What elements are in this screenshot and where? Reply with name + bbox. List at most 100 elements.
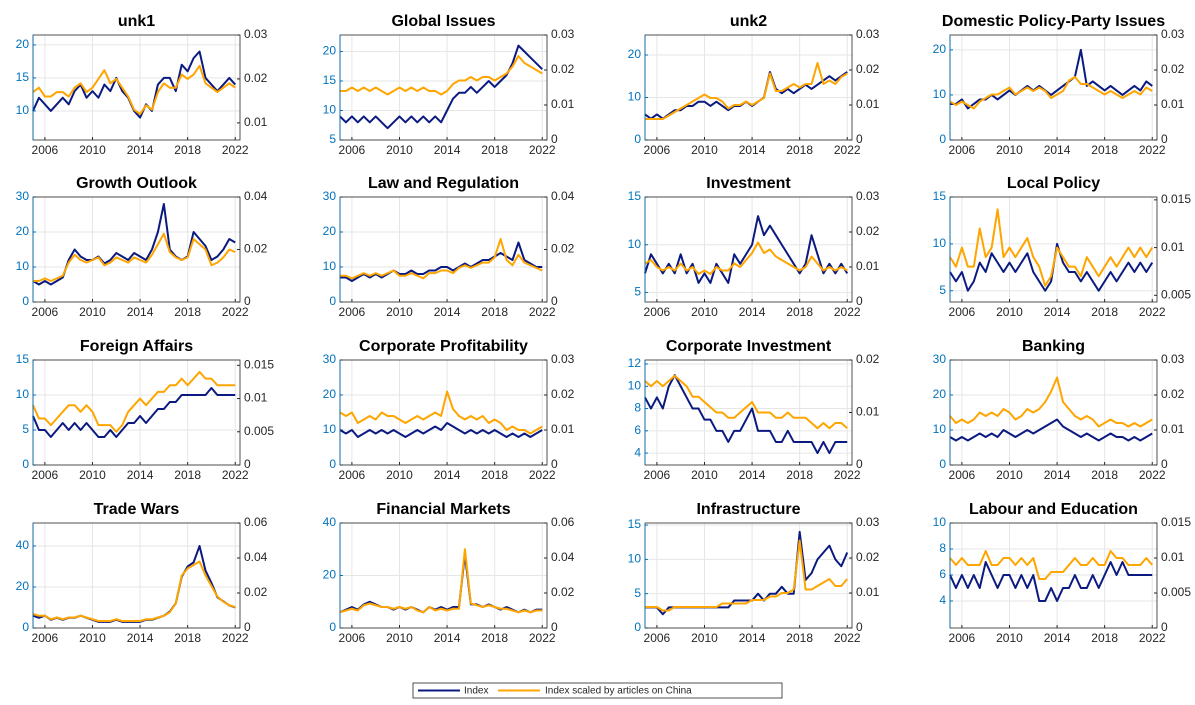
series-line bbox=[949, 242, 1154, 292]
y2-tick-label: 0.015 bbox=[1161, 515, 1191, 529]
x-tick-label: 2022 bbox=[222, 468, 249, 482]
y-tick-label: 0 bbox=[634, 620, 641, 634]
y-tick-label: 5 bbox=[634, 285, 641, 299]
x-tick-label: 2010 bbox=[996, 305, 1023, 319]
y2-tick-label: 0.01 bbox=[551, 97, 575, 111]
y2-tick-label: 0.015 bbox=[244, 357, 274, 371]
y2-tick-label: 0 bbox=[856, 457, 863, 471]
chart-title: Global Issues bbox=[391, 13, 495, 30]
series-line bbox=[949, 550, 1154, 580]
y-tick-label: 10 bbox=[628, 378, 642, 392]
y-tick-label: 15 bbox=[16, 70, 30, 84]
y-tick-label: 10 bbox=[323, 422, 337, 436]
y2-tick-label: 0.01 bbox=[856, 405, 880, 419]
x-tick-label: 2010 bbox=[386, 468, 413, 482]
y2-tick-label: 0 bbox=[551, 457, 558, 471]
y-tick-label: 40 bbox=[16, 538, 30, 552]
y2-tick-label: 0.02 bbox=[244, 585, 268, 599]
x-tick-label: 2006 bbox=[949, 143, 976, 157]
series-line bbox=[949, 560, 1153, 602]
chart-title: Local Policy bbox=[1007, 175, 1100, 192]
x-tick-label: 2006 bbox=[644, 305, 671, 319]
y-tick-label: 0 bbox=[939, 457, 946, 471]
y2-tick-label: 0.02 bbox=[244, 71, 268, 85]
y2-tick-label: 0.03 bbox=[1161, 27, 1185, 41]
y2-tick-label: 0.01 bbox=[244, 391, 268, 405]
x-tick-label: 2022 bbox=[529, 631, 556, 645]
plot-area bbox=[340, 197, 547, 302]
y2-tick-label: 0 bbox=[1161, 132, 1168, 146]
series-line bbox=[340, 55, 543, 96]
series-line bbox=[949, 208, 1154, 287]
plot-area bbox=[950, 197, 1157, 302]
y-tick-label: 20 bbox=[323, 224, 337, 238]
series-line bbox=[32, 370, 236, 433]
y-tick-label: 30 bbox=[933, 352, 947, 366]
y-tick-label: 15 bbox=[16, 352, 30, 366]
y-tick-label: 0 bbox=[22, 294, 29, 308]
plot-area bbox=[645, 35, 852, 140]
x-tick-label: 2018 bbox=[1091, 305, 1118, 319]
x-tick-label: 2018 bbox=[481, 305, 508, 319]
x-tick-label: 2022 bbox=[529, 143, 556, 157]
y2-tick-label: 0 bbox=[551, 294, 558, 308]
x-tick-label: 2014 bbox=[739, 468, 766, 482]
x-tick-label: 2018 bbox=[1091, 143, 1118, 157]
plot-area bbox=[950, 523, 1157, 628]
x-tick-label: 2014 bbox=[1044, 631, 1071, 645]
y-tick-label: 20 bbox=[933, 42, 947, 56]
x-tick-label: 2006 bbox=[644, 631, 671, 645]
y2-tick-label: 0.02 bbox=[856, 62, 880, 76]
y-tick-label: 10 bbox=[933, 87, 947, 101]
y-tick-label: 30 bbox=[323, 189, 337, 203]
y-tick-label: 0 bbox=[329, 294, 336, 308]
y2-tick-label: 0 bbox=[551, 132, 558, 146]
legend-label: Index bbox=[464, 686, 488, 697]
plot-area bbox=[340, 360, 547, 465]
x-tick-label: 2014 bbox=[127, 631, 154, 645]
x-tick-label: 2022 bbox=[834, 631, 861, 645]
series-line bbox=[32, 387, 236, 438]
series-line bbox=[32, 64, 236, 116]
x-tick-label: 2010 bbox=[996, 143, 1023, 157]
y2-tick-label: 0.02 bbox=[1161, 62, 1185, 76]
y2-tick-label: 0.03 bbox=[551, 27, 575, 41]
x-tick-label: 2018 bbox=[1091, 631, 1118, 645]
x-tick-label: 2018 bbox=[786, 143, 813, 157]
x-tick-label: 2006 bbox=[949, 631, 976, 645]
series-line bbox=[644, 241, 848, 275]
y2-tick-label: 0 bbox=[244, 294, 251, 308]
series-line bbox=[949, 376, 1153, 428]
y-tick-label: 20 bbox=[16, 37, 30, 51]
series-line bbox=[339, 390, 543, 435]
y-tick-label: 10 bbox=[16, 259, 30, 273]
x-tick-label: 2006 bbox=[339, 631, 366, 645]
y2-tick-label: 0 bbox=[244, 620, 251, 634]
x-tick-label: 2022 bbox=[1139, 631, 1166, 645]
y-tick-label: 10 bbox=[933, 515, 947, 529]
x-tick-label: 2018 bbox=[481, 631, 508, 645]
plot-area bbox=[645, 360, 852, 465]
plot-area bbox=[33, 360, 240, 465]
y2-tick-label: 0.06 bbox=[551, 515, 575, 529]
x-tick-label: 2022 bbox=[222, 631, 249, 645]
series-line bbox=[644, 374, 848, 430]
y-tick-label: 15 bbox=[323, 73, 337, 87]
chart-title: Corporate Profitability bbox=[359, 338, 528, 355]
y2-tick-label: 0.02 bbox=[244, 242, 268, 256]
series-line bbox=[645, 539, 849, 612]
series-line bbox=[32, 560, 236, 622]
y-tick-label: 0 bbox=[22, 620, 29, 634]
y2-tick-label: 0 bbox=[244, 457, 251, 471]
y2-tick-label: 0.01 bbox=[856, 585, 880, 599]
x-tick-label: 2018 bbox=[174, 631, 201, 645]
x-tick-label: 2014 bbox=[739, 305, 766, 319]
y-tick-label: 15 bbox=[933, 189, 947, 203]
y-tick-label: 20 bbox=[628, 47, 642, 61]
y2-tick-label: 0.01 bbox=[244, 115, 268, 129]
y-tick-label: 15 bbox=[628, 517, 642, 531]
x-tick-label: 2006 bbox=[949, 305, 976, 319]
y2-tick-label: 0.02 bbox=[551, 387, 575, 401]
plot-area bbox=[33, 35, 240, 140]
y-tick-label: 20 bbox=[323, 387, 337, 401]
